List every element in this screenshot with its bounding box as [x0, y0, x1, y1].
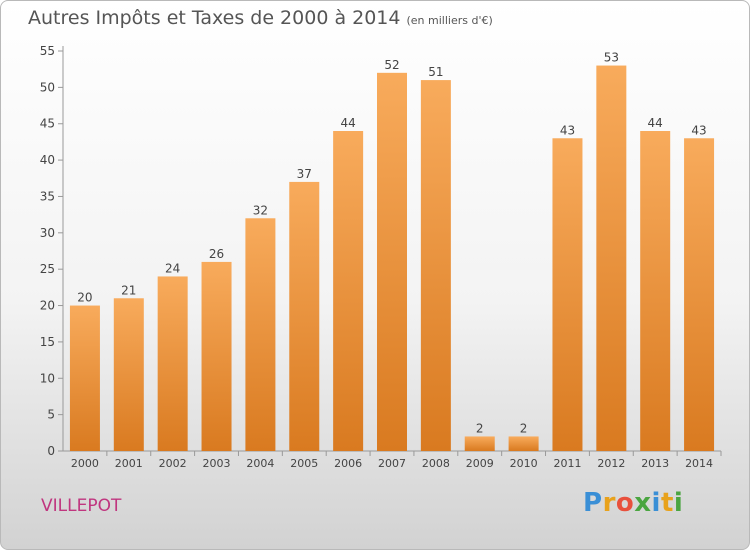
bar	[201, 261, 232, 451]
y-tick-label: 35	[40, 189, 55, 203]
y-tick-label: 45	[40, 117, 55, 131]
chart-title: Autres Impôts et Taxes de 2000 à 2014 (en…	[28, 7, 493, 29]
x-tick-label: 2002	[159, 457, 187, 470]
commune-name: VILLEPOT	[41, 496, 122, 516]
x-tick-label: 2008	[422, 457, 450, 470]
y-tick-label: 40	[40, 153, 55, 167]
chart-unit: (en milliers d'€)	[406, 14, 493, 27]
bar	[464, 436, 495, 451]
x-tick-label: 2007	[378, 457, 406, 470]
x-tick-label: 2003	[203, 457, 231, 470]
y-tick-label: 30	[40, 226, 55, 240]
data-label: 51	[428, 65, 443, 79]
data-label: 21	[121, 283, 136, 297]
bar	[508, 436, 539, 451]
data-label: 44	[340, 116, 355, 130]
data-label: 37	[297, 167, 312, 181]
logo-letter: t	[660, 488, 674, 518]
y-tick-label: 15	[40, 335, 55, 349]
logo-letter: i	[673, 488, 684, 518]
data-label: 2	[520, 421, 528, 435]
data-label: 32	[253, 203, 268, 217]
logo-letter: x	[634, 488, 652, 518]
x-tick-label: 2005	[290, 457, 318, 470]
y-tick-label: 10	[40, 371, 55, 385]
data-label: 43	[691, 123, 706, 137]
bar	[684, 138, 715, 452]
x-tick-label: 2010	[510, 457, 538, 470]
y-tick-label: 5	[47, 408, 55, 422]
bar	[113, 298, 144, 451]
data-label: 44	[648, 116, 663, 130]
x-tick-label: 2000	[71, 457, 99, 470]
bar	[289, 181, 320, 451]
bar	[596, 65, 627, 451]
y-tick-label: 55	[40, 44, 55, 58]
data-label: 53	[604, 51, 619, 65]
logo-letter: P	[583, 488, 603, 518]
proxiti-logo: Proxiti	[583, 488, 683, 518]
logo-letter: i	[651, 488, 661, 518]
bar	[552, 138, 583, 452]
bar	[69, 305, 100, 451]
data-label: 26	[209, 247, 224, 261]
y-tick-label: 50	[40, 80, 55, 94]
x-tick-label: 2012	[597, 457, 625, 470]
data-label: 52	[384, 58, 399, 72]
y-tick-label: 20	[40, 299, 55, 313]
bar	[245, 218, 276, 451]
x-tick-label: 2006	[334, 457, 362, 470]
data-label: 43	[560, 123, 575, 137]
y-tick-label: 0	[47, 444, 55, 458]
x-tick-label: 2001	[115, 457, 143, 470]
logo-letter: r	[602, 488, 616, 518]
bar	[377, 72, 407, 452]
bar	[333, 131, 364, 451]
x-tick-label: 2013	[641, 457, 669, 470]
x-tick-label: 2004	[246, 457, 274, 470]
chart-title-text: Autres Impôts et Taxes de 2000 à 2014	[28, 7, 401, 29]
data-label: 24	[165, 261, 180, 275]
x-tick-label: 2014	[685, 457, 713, 470]
x-tick-label: 2011	[553, 457, 581, 470]
y-tick-label: 25	[40, 262, 55, 276]
logo-letter: o	[615, 488, 635, 518]
x-tick-label: 2009	[466, 457, 494, 470]
data-label: 2	[476, 421, 484, 435]
bar	[640, 131, 671, 451]
data-label: 20	[77, 291, 92, 305]
bar	[157, 276, 188, 451]
bar	[420, 80, 451, 451]
